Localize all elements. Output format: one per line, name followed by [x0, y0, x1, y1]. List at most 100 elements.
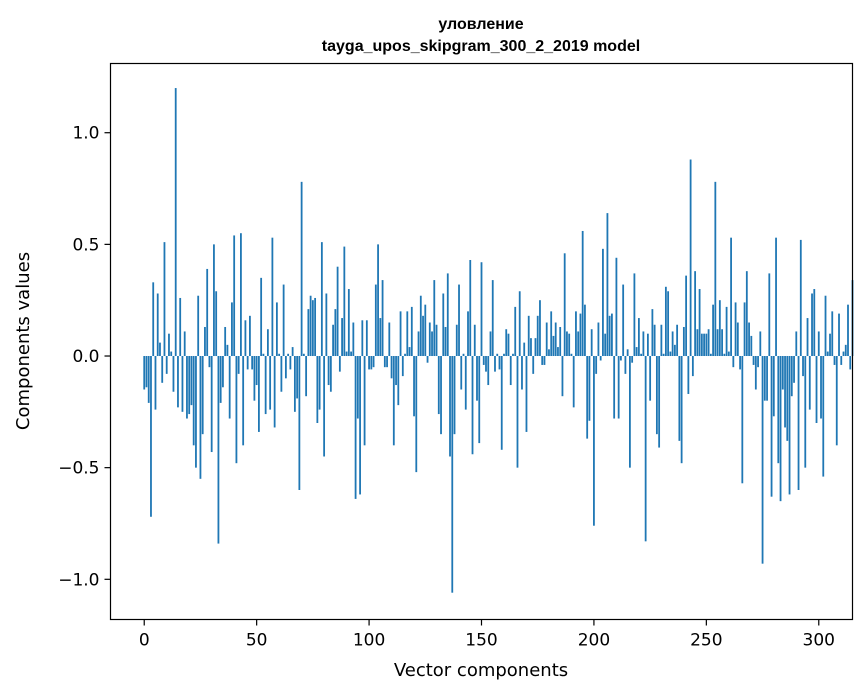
bar-221 — [640, 353, 643, 357]
bar-14 — [174, 88, 177, 357]
bar-191 — [572, 356, 575, 408]
bar-88 — [341, 318, 343, 357]
bar-206 — [606, 213, 609, 357]
bar-212 — [620, 356, 622, 361]
bar-165 — [514, 306, 517, 357]
bar-103 — [374, 284, 377, 357]
bar-112 — [395, 356, 397, 386]
bar-97 — [361, 320, 364, 357]
bar-237 — [676, 324, 679, 357]
bar-40 — [233, 235, 236, 357]
bar-254 — [714, 181, 717, 357]
bar-5 — [154, 356, 157, 410]
bar-15 — [177, 356, 179, 408]
bar-63 — [284, 356, 287, 379]
bar-229 — [658, 356, 661, 448]
bar-106 — [381, 280, 384, 357]
bar-300 — [817, 331, 820, 357]
x-tick-label: 50 — [246, 631, 268, 651]
bar-19 — [186, 356, 188, 419]
bar-219 — [635, 347, 638, 357]
bar-289 — [793, 356, 795, 383]
bar-66 — [291, 347, 294, 357]
bar-50 — [255, 356, 258, 386]
bar-307 — [833, 356, 836, 365]
bar-232 — [664, 286, 667, 357]
bar-140 — [458, 284, 460, 357]
bar-41 — [235, 356, 238, 464]
bar-273 — [757, 356, 759, 368]
bar-167 — [518, 291, 521, 357]
bar-118 — [408, 347, 411, 357]
chart-title: уловление — [438, 16, 523, 33]
bar-148 — [476, 356, 478, 401]
bar-117 — [406, 311, 409, 357]
bar-1 — [145, 356, 148, 388]
bar-61 — [280, 356, 283, 392]
bar-285 — [784, 356, 786, 428]
bar-188 — [566, 331, 568, 357]
bar-120 — [413, 356, 415, 417]
bar-156 — [494, 356, 496, 372]
bar-184 — [557, 347, 559, 357]
bar-195 — [581, 230, 584, 357]
bar-235 — [671, 331, 674, 357]
bar-217 — [631, 356, 634, 363]
bar-25 — [199, 356, 202, 479]
bar-274 — [759, 331, 762, 357]
bar-154 — [489, 331, 492, 357]
x-axis: 0 50 100 150 200 250 300 — [139, 619, 835, 651]
bar-149 — [478, 356, 481, 444]
bar-16 — [179, 297, 182, 357]
bar-301 — [820, 356, 822, 419]
bar-102 — [372, 356, 375, 368]
bar-127 — [428, 322, 431, 357]
bar-242 — [687, 356, 690, 394]
bar-4 — [152, 282, 155, 357]
bar-245 — [694, 271, 697, 357]
x-tick-label: 150 — [465, 631, 497, 651]
bar-100 — [368, 356, 370, 370]
bar-239 — [680, 356, 683, 464]
bar-44 — [242, 356, 245, 446]
bar-153 — [487, 356, 490, 386]
bar-250 — [705, 333, 708, 357]
bar-177 — [541, 356, 544, 365]
bar-186 — [561, 356, 564, 397]
bar-308 — [835, 356, 838, 446]
bar-152 — [485, 356, 487, 372]
bar-294 — [804, 356, 807, 468]
bar-70 — [300, 181, 303, 357]
bar-211 — [617, 356, 620, 419]
bar-162 — [507, 333, 510, 357]
bar-37 — [226, 344, 229, 357]
bar-60 — [278, 353, 281, 357]
bar-119 — [410, 306, 413, 357]
bar-305 — [829, 333, 831, 357]
bar-196 — [584, 304, 586, 357]
bar-264 — [736, 322, 739, 357]
bar-85 — [334, 309, 337, 357]
bar-24 — [197, 295, 200, 357]
bar-247 — [698, 289, 701, 357]
bar-113 — [397, 356, 400, 406]
bar-231 — [662, 353, 665, 357]
bar-291 — [797, 356, 800, 490]
bar-151 — [482, 356, 485, 365]
bar-213 — [622, 284, 625, 357]
bar-244 — [691, 356, 694, 377]
bar-35 — [222, 356, 224, 388]
bar-45 — [244, 320, 247, 357]
bar-71 — [302, 353, 305, 357]
bar-171 — [527, 315, 530, 357]
bar-155 — [491, 280, 494, 357]
bar-159 — [500, 356, 503, 450]
bar-164 — [512, 353, 514, 357]
bar-263 — [734, 302, 737, 357]
bar-68 — [296, 356, 299, 399]
bar-187 — [563, 253, 566, 357]
bar-175 — [536, 315, 539, 357]
bar-39 — [231, 302, 233, 357]
bar-9 — [163, 242, 166, 357]
bar-7 — [159, 342, 161, 357]
